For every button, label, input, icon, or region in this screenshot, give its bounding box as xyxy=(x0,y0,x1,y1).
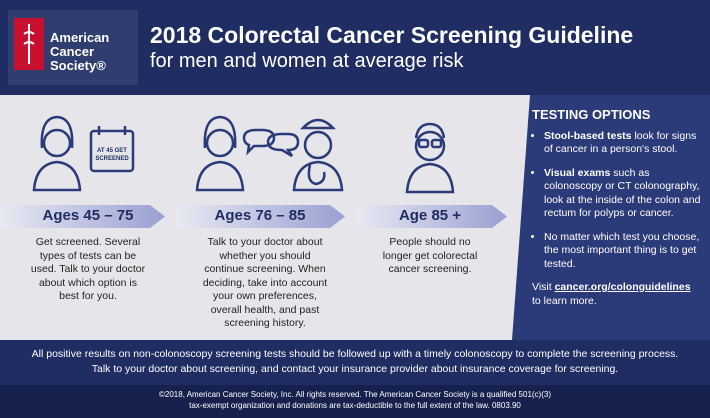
person-body xyxy=(195,160,245,192)
calendar xyxy=(89,129,135,173)
icons xyxy=(32,115,455,194)
age-text: People should no longer get colorectal c… xyxy=(382,236,478,275)
person-hair xyxy=(40,115,74,149)
glasses xyxy=(417,138,430,149)
arrow xyxy=(356,205,507,228)
calendar-text: AT 45 GET xyxy=(97,148,127,154)
copyright-line: ©2018, American Cancer Society, Inc. All… xyxy=(159,390,551,399)
arrow xyxy=(0,205,165,228)
option-item: No matter which test you choose, the mos… xyxy=(544,231,702,272)
logo-line: Society® xyxy=(50,58,106,73)
notice: All positive results on non-colonoscopy … xyxy=(0,347,710,377)
options-panel xyxy=(512,95,710,340)
title: 2018 Colorectal Cancer Screening Guideli… xyxy=(150,22,634,48)
calendar-text: SCREENED xyxy=(95,156,129,162)
arrow xyxy=(176,205,345,228)
age-text: Get screened. Several types of tests can… xyxy=(30,236,146,302)
person-hair xyxy=(414,122,446,139)
logo-line: American xyxy=(50,30,110,45)
visit-link[interactable]: cancer.org/colonguidelines xyxy=(554,281,691,293)
speech-bubble xyxy=(266,132,300,158)
option-bold: Stool-based tests xyxy=(544,129,632,142)
stethoscope xyxy=(307,164,326,186)
copyright: ©2018, American Cancer Society, Inc. All… xyxy=(0,389,710,411)
option-text: No matter which test you choose, the mos… xyxy=(544,230,700,270)
person-head xyxy=(42,128,72,158)
glasses xyxy=(430,138,443,149)
subtitle: for men and women at average risk xyxy=(150,50,464,72)
header-bar xyxy=(0,0,710,95)
options-list: Stool-based tests look for signs of canc… xyxy=(532,130,702,272)
speech-bubble xyxy=(242,128,276,156)
age-label: Ages 76 – 85 xyxy=(214,207,306,224)
person-body xyxy=(405,162,455,194)
age-label: Ages 45 – 75 xyxy=(42,207,134,224)
footer-bar xyxy=(0,385,710,418)
notice-bar xyxy=(0,340,710,385)
visit-text: Visit xyxy=(532,281,552,293)
options-title: TESTING OPTIONS xyxy=(532,107,651,122)
calendar-rings xyxy=(97,126,127,135)
visit-text: to learn more. xyxy=(532,294,597,307)
option-text: such as colonoscopy or CT colonography, … xyxy=(544,166,701,220)
doctor-head xyxy=(303,130,333,160)
copyright-line: tax-exempt organization and donations ar… xyxy=(189,401,521,410)
doctor-cap xyxy=(300,118,336,130)
notice-line: Talk to your doctor about screening, and… xyxy=(91,363,619,375)
option-text: look for signs of cancer in a person's s… xyxy=(544,129,697,156)
person-body xyxy=(32,160,82,192)
person-hair xyxy=(203,115,237,149)
logo-text: American Cancer Society® xyxy=(50,31,109,73)
visit: Visit cancer.org/colonguidelines to learn… xyxy=(532,281,702,308)
notice-line: All positive results on non-colonoscopy … xyxy=(31,348,679,360)
age-label: Age 85 + xyxy=(398,207,462,224)
doctor-body xyxy=(292,160,344,192)
person-head xyxy=(205,128,235,158)
testing-options: TESTING OPTIONS Stool-based tests look f… xyxy=(532,108,702,308)
option-bold: Visual exams xyxy=(544,166,611,179)
option-item: Stool-based tests look for signs of canc… xyxy=(544,130,702,157)
option-item: Visual exams such as colonoscopy or CT c… xyxy=(544,167,702,221)
logo-line: Cancer xyxy=(50,44,95,59)
logo-sword xyxy=(23,24,35,64)
person-head xyxy=(414,130,446,162)
age-text: Talk to your doctor about whether you sh… xyxy=(202,236,328,329)
